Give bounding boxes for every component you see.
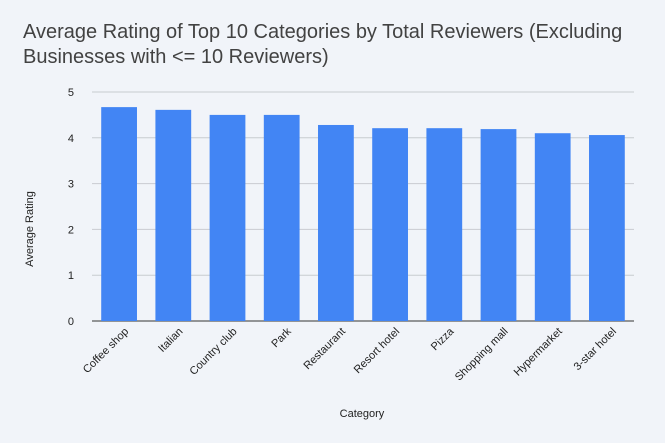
y-axis-ticks: 0 1 2 3 4 5 [68, 87, 74, 328]
x-tick-label: Hypermarket [512, 326, 565, 379]
bar [372, 128, 408, 321]
bars [101, 107, 625, 322]
chart-title: Average Rating of Top 10 Categories by T… [23, 21, 623, 68]
y-tick-label: 2 [68, 224, 74, 236]
x-tick-label: Italian [156, 326, 185, 355]
bar [589, 135, 625, 321]
x-tick-label: Restaurant [301, 326, 348, 373]
bar [318, 124, 354, 321]
x-tick-label: Country club [187, 326, 239, 378]
bar [155, 109, 192, 321]
y-tick-label: 4 [68, 133, 74, 145]
x-tick-label: Resort hotel [352, 326, 402, 376]
x-tick-label: Coffee shop [81, 326, 131, 376]
bar [209, 114, 246, 322]
bar [534, 133, 571, 321]
bar [426, 128, 463, 321]
y-tick-label: 0 [68, 316, 74, 328]
x-tick-label: Park [269, 325, 294, 350]
x-axis-ticks: Coffee shop Italian Country club Park Restau… [81, 325, 619, 383]
bar [480, 129, 517, 321]
x-tick-label: Pizza [429, 325, 457, 353]
y-axis-title: Average Rating [24, 191, 36, 267]
y-tick-label: 1 [68, 270, 74, 282]
y-tick-label: 5 [68, 87, 74, 99]
x-tick-label: Shopping mall [453, 326, 511, 384]
bar [263, 114, 300, 322]
y-tick-label: 3 [68, 179, 74, 191]
x-tick-label: 3-star hotel [572, 326, 619, 373]
x-axis-title: Category [340, 408, 385, 420]
bar [101, 107, 137, 321]
